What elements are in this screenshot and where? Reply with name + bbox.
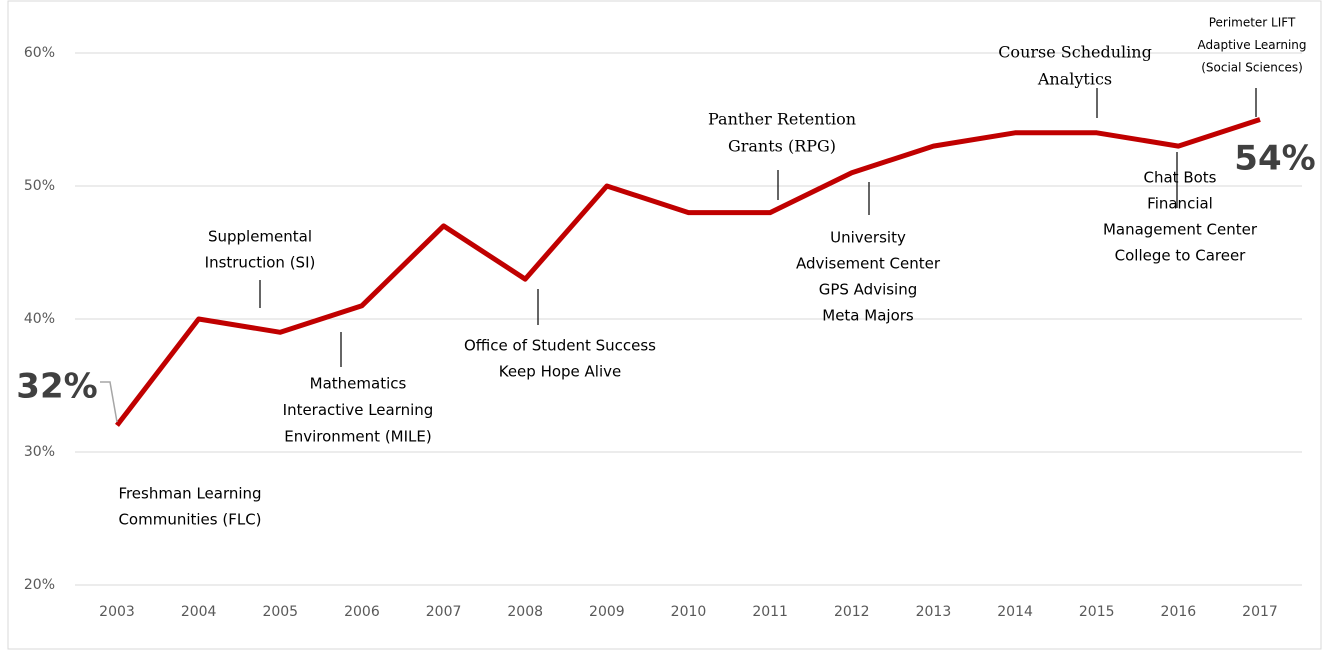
annotation: Instruction (SI) bbox=[205, 254, 316, 272]
annotation: GPS Advising bbox=[819, 281, 918, 299]
annotation: Advisement Center bbox=[796, 255, 941, 273]
chart-frame bbox=[7, 0, 1322, 650]
x-tick-label: 2010 bbox=[671, 604, 707, 620]
annotation: Meta Majors bbox=[822, 307, 914, 325]
annotation: Panther Retention bbox=[708, 110, 856, 129]
annotation: Freshman Learning bbox=[118, 485, 261, 503]
x-tick-label: 2004 bbox=[181, 604, 217, 620]
leader-line bbox=[100, 381, 118, 423]
y-tick-label: 30% bbox=[24, 444, 55, 460]
annotation: Course Scheduling bbox=[998, 43, 1152, 62]
x-tick-label: 2014 bbox=[997, 604, 1033, 620]
annotation: College to Career bbox=[1115, 247, 1247, 265]
x-tick-label: 2006 bbox=[344, 604, 380, 620]
y-tick-label: 60% bbox=[24, 45, 55, 61]
annotation: Office of Student Success bbox=[464, 337, 656, 355]
annotation: University bbox=[830, 229, 906, 247]
x-tick-label: 2012 bbox=[834, 604, 870, 620]
x-tick-label: 2003 bbox=[99, 604, 135, 620]
y-tick-label: 20% bbox=[24, 577, 55, 593]
annotation: Adaptive Learning bbox=[1197, 38, 1306, 52]
x-tick-label: 2009 bbox=[589, 604, 625, 620]
x-tick-label: 2008 bbox=[507, 604, 543, 620]
highlight-label: 32% bbox=[16, 367, 97, 407]
annotation: Chat Bots bbox=[1144, 169, 1217, 187]
annotation: Environment (MILE) bbox=[284, 428, 431, 446]
highlight-label: 54% bbox=[1234, 139, 1315, 179]
annotation: Financial bbox=[1147, 195, 1213, 213]
y-tick-label: 40% bbox=[24, 311, 55, 327]
annotation: Grants (RPG) bbox=[728, 137, 836, 156]
x-tick-label: 2017 bbox=[1242, 604, 1278, 620]
annotation: Management Center bbox=[1103, 221, 1258, 239]
x-tick-label: 2015 bbox=[1079, 604, 1115, 620]
annotation: Supplemental bbox=[208, 228, 312, 246]
x-tick-label: 2005 bbox=[262, 604, 298, 620]
x-tick-label: 2013 bbox=[916, 604, 952, 620]
annotation: Communities (FLC) bbox=[118, 511, 261, 529]
annotation: Mathematics bbox=[310, 375, 407, 393]
x-tick-label: 2016 bbox=[1161, 604, 1197, 620]
x-tick-label: 2011 bbox=[752, 604, 788, 620]
annotation: Perimeter LIFT bbox=[1209, 16, 1296, 30]
annotation: Keep Hope Alive bbox=[499, 363, 622, 381]
annotation: Analytics bbox=[1037, 70, 1112, 89]
annotation: Interactive Learning bbox=[283, 401, 434, 419]
data-line bbox=[115, 117, 1261, 427]
y-tick-label: 50% bbox=[24, 178, 55, 194]
x-tick-label: 2007 bbox=[426, 604, 462, 620]
annotation: (Social Sciences) bbox=[1201, 61, 1303, 75]
